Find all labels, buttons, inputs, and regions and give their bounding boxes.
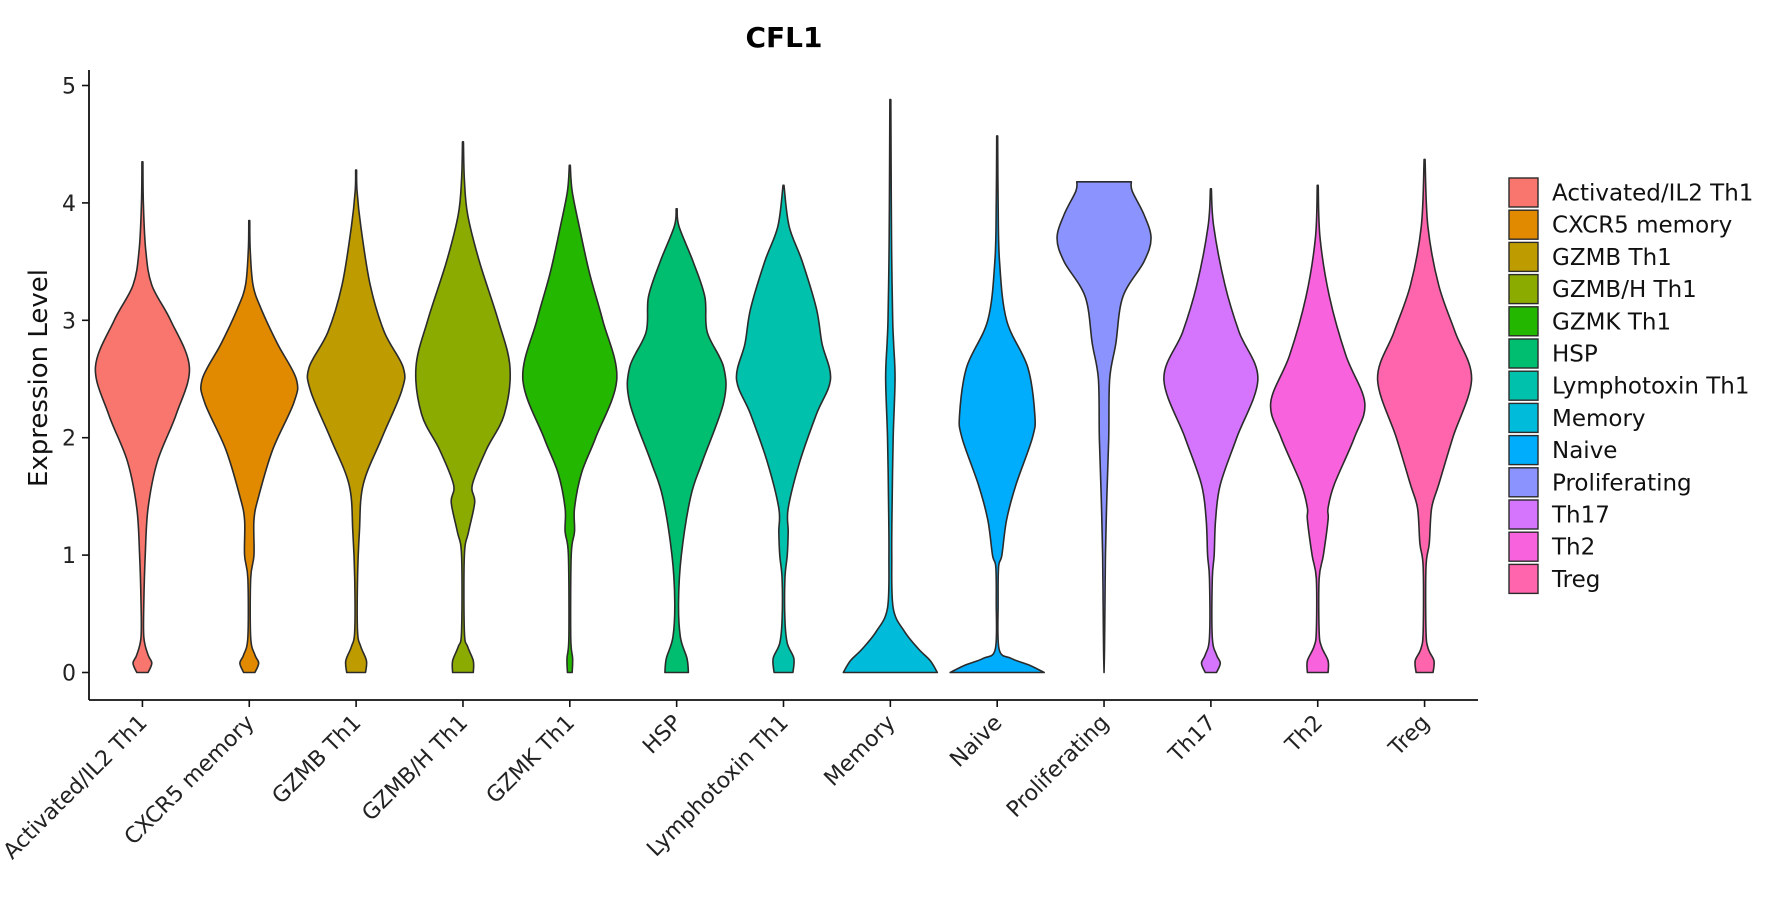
legend-label: Memory (1552, 406, 1646, 432)
violin-9 (949, 135, 1045, 674)
legend: Activated/IL2 Th1 CXCR5 memory GZMB Th1 GZM… (1508, 177, 1753, 595)
x-tick-label: GZMK Th1 (482, 711, 580, 809)
violin-2 (199, 219, 299, 674)
y-tick-label: 0 (62, 662, 76, 687)
legend-label: Treg (1551, 567, 1600, 593)
legend-label: GZMK Th1 (1552, 309, 1671, 335)
x-tick-label: Naive (945, 711, 1007, 773)
legend-label: GZMB Th1 (1552, 245, 1672, 271)
y-tick-label: 3 (62, 309, 76, 334)
legend-key (1508, 563, 1539, 595)
violin-1 (94, 161, 191, 674)
violin-12 (1269, 184, 1366, 674)
x-tick-label: Proliferating (1002, 711, 1114, 823)
violin-8 (842, 98, 939, 674)
legend-key (1508, 273, 1539, 305)
violin-6 (626, 207, 727, 674)
legend-key (1508, 531, 1539, 562)
legend-key (1508, 499, 1539, 530)
violin-4 (414, 141, 511, 674)
y-tick-label: 4 (62, 192, 76, 217)
violin-10 (1056, 180, 1152, 674)
legend-label: Lymphotoxin Th1 (1552, 374, 1750, 400)
legend-key (1508, 370, 1539, 401)
violin-11 (1163, 188, 1259, 674)
y-tick-label: 1 (62, 544, 76, 569)
violin-7 (735, 184, 832, 674)
legend-label: Th2 (1551, 535, 1595, 561)
legend-key (1508, 434, 1539, 466)
chart-title: CFL1 (746, 21, 823, 54)
violin-group (94, 98, 1473, 674)
violin-13 (1376, 158, 1473, 674)
legend-key (1508, 306, 1539, 337)
legend-key (1508, 467, 1539, 498)
legend-key (1508, 338, 1539, 369)
legend-key (1508, 209, 1539, 240)
legend-key (1508, 177, 1539, 208)
legend-label: Activated/IL2 Th1 (1552, 181, 1753, 207)
x-tick-label: HSP (638, 711, 687, 760)
legend-label: GZMB/H Th1 (1552, 277, 1697, 303)
x-tick-label: Treg (1384, 711, 1435, 762)
legend-label: Naive (1552, 438, 1617, 464)
legend-label: HSP (1552, 342, 1598, 368)
x-tick-label: Memory (820, 711, 901, 792)
x-tick-label: GZMB/H Th1 (358, 711, 474, 827)
y-tick-label: 5 (62, 75, 76, 100)
legend-key (1508, 241, 1539, 273)
violin-3 (306, 169, 406, 674)
y-axis-label: Expression Level (24, 269, 54, 487)
violin-5 (522, 164, 618, 674)
x-tick-label: GZMB Th1 (268, 711, 367, 810)
legend-label: CXCR5 memory (1552, 213, 1732, 239)
legend-label: Th17 (1551, 503, 1610, 529)
x-tick-label: Th2 (1280, 711, 1328, 759)
y-tick-label: 2 (62, 427, 76, 452)
x-tick-label: Th17 (1164, 711, 1222, 769)
legend-key (1508, 402, 1539, 434)
legend-label: Proliferating (1552, 470, 1692, 496)
